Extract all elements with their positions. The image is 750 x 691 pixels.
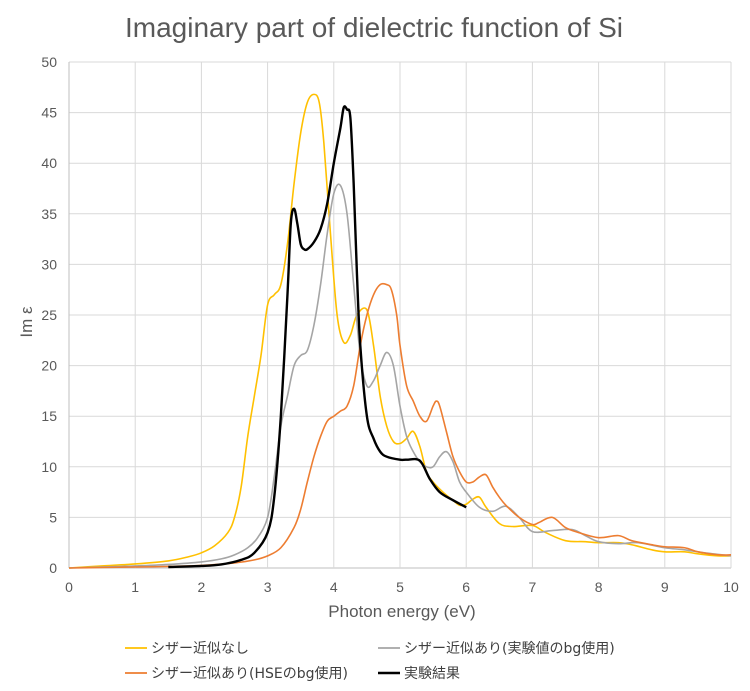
legend-label: シザー近似なし [151,641,249,657]
series-scissor-hse-bg-line [68,282,732,569]
y-tick-label: 30 [41,256,57,272]
legend-label: 実験結果 [404,666,460,682]
series-scissor-exp-bg-line [68,183,732,569]
legend: シザー近似なし シザー近似あり(実験値のbg使用) シザー近似あり(HSEのbg使用… [125,640,615,682]
x-tick-label: 6 [462,579,470,595]
grid-layer [68,61,732,569]
series-layer [68,93,732,569]
series-experiment-line [168,105,467,569]
y-axis-title: Im ε [17,306,36,338]
y-tick-label: 10 [41,459,57,475]
y-tick-label: 20 [41,358,57,374]
x-tick-label: 3 [264,579,272,595]
y-tick-label: 35 [41,206,57,222]
x-tick-label: 2 [198,579,206,595]
x-tick-label: 10 [723,579,739,595]
y-tick-label: 15 [41,408,57,424]
x-tick-label: 4 [330,579,338,595]
legend-label: シザー近似あり(実験値のbg使用) [404,640,615,657]
y-tick-label: 50 [41,54,57,70]
x-tick-label: 0 [65,579,73,595]
x-tick-label: 8 [595,579,603,595]
y-tick-label: 40 [41,155,57,171]
x-tick-label: 9 [661,579,669,595]
y-tick-label: 5 [49,509,57,525]
x-axis-title: Photon energy (eV) [328,602,475,621]
legend-label: シザー近似あり(HSEのbg使用) [151,665,348,682]
x-tick-label: 1 [131,579,139,595]
y-tick-label: 25 [41,307,57,323]
y-tick-label: 45 [41,105,57,121]
x-tick-label: 5 [396,579,404,595]
y-tick-label: 0 [49,560,57,576]
chart-title: Imaginary part of dielectric function of… [125,12,623,43]
x-tick-label: 7 [529,579,537,595]
series-no-scissor-line [68,93,732,569]
